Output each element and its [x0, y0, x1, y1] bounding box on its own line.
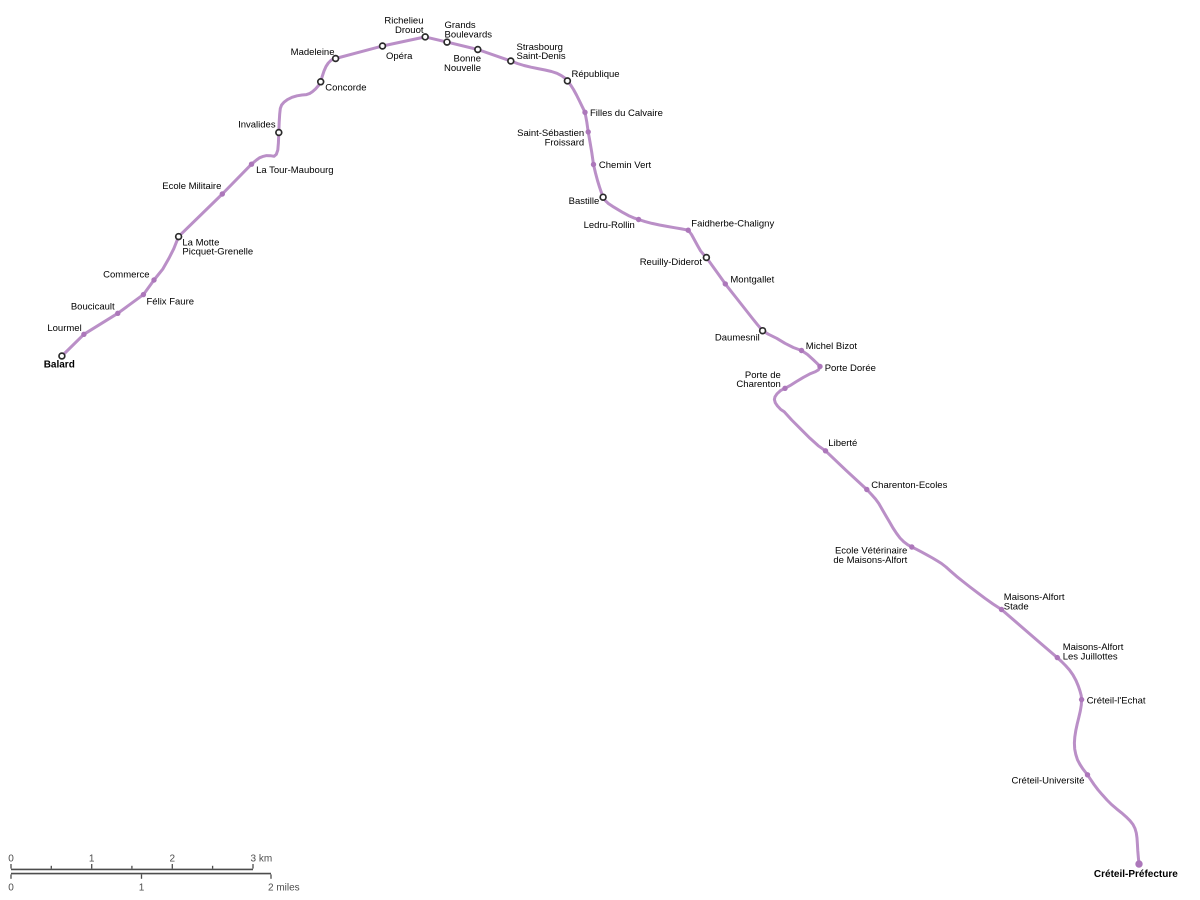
station-marker-creteil-prefecture — [1135, 860, 1143, 868]
station-label-grands-boulevards: Grands Boulevards — [445, 20, 493, 40]
station-marker-grands-boulevards — [443, 38, 451, 46]
station-marker-creteil-universite — [1084, 772, 1091, 778]
station-marker-strasbourg-saint-denis — [507, 57, 515, 65]
station-marker-chemin-vert — [590, 161, 597, 168]
scalebar-layer: 0 1 2 3 km 0 1 2 miles — [8, 854, 299, 894]
station-label-richelieu-drouot: Richelieu Drouot — [384, 16, 423, 36]
scalebar-miles-label: 2 miles — [268, 883, 300, 894]
station-marker-filles-du-calvaire — [582, 109, 588, 116]
station-label-liberte: Liberté — [828, 438, 857, 449]
station-label-creteil-prefecture: Créteil-Préfecture — [1094, 869, 1178, 880]
station-marker-maisons-alfort-stade — [998, 606, 1005, 613]
station-marker-faidherbe-chaligny — [685, 227, 691, 233]
station-marker-saint-sebastien-froissard — [585, 129, 591, 135]
station-label-porte-de-charenton: Porte de Charenton — [736, 370, 780, 390]
station-label-concorde: Concorde — [325, 82, 366, 93]
station-label-boucicault: Boucicault — [71, 302, 115, 313]
station-label-saint-sebastien-froissard: Saint-Sébastien Froissard — [517, 128, 584, 148]
station-label-bastille: Bastille — [569, 196, 600, 207]
station-label-bonne-nouvelle: Bonne Nouvelle — [444, 54, 481, 74]
station-label-maisons-alfort-stade: Maisons-Alfort Stade — [1004, 592, 1065, 612]
station-marker-bastille — [599, 193, 607, 201]
station-label-strasbourg-saint-denis: Strasbourg Saint-Denis — [517, 42, 566, 62]
station-label-chemin-vert: Chemin Vert — [599, 160, 652, 171]
scalebar-km-label: 0 — [8, 854, 14, 865]
station-marker-porte-doree — [817, 363, 823, 370]
station-marker-felix-faure — [140, 291, 147, 298]
station-label-ecole-veterinaire-de-maisons-alfort: Ecole Vétérinaire de Maisons-Alfort — [833, 546, 907, 566]
station-marker-la-tour-maubourg — [248, 161, 255, 167]
station-label-faidherbe-chaligny: Faidherbe-Chaligny — [691, 218, 774, 229]
station-marker-ecole-militaire — [219, 191, 225, 197]
station-label-republique: République — [572, 69, 620, 80]
station-marker-richelieu-drouot — [421, 33, 429, 41]
scalebar-km-label: 3 km — [251, 854, 273, 865]
station-label-michel-bizot: Michel Bizot — [806, 341, 858, 352]
station-label-creteil-universite: Créteil-Université — [1012, 775, 1085, 786]
scalebar-miles-label: 0 — [8, 883, 14, 894]
station-marker-concorde — [316, 78, 325, 86]
scalebar-km-label: 1 — [89, 854, 95, 865]
station-label-felix-faure: Félix Faure — [147, 296, 195, 307]
station-label-montgallet: Montgallet — [730, 274, 774, 285]
scalebar-miles-label: 1 — [139, 883, 145, 894]
station-marker-michel-bizot — [798, 347, 805, 354]
station-marker-liberte — [822, 448, 829, 454]
station-label-balard: Balard — [44, 360, 75, 371]
station-label-reuilly-diderot: Reuilly-Diderot — [640, 257, 703, 268]
station-marker-bonne-nouvelle — [474, 45, 482, 54]
station-label-filles-du-calvaire: Filles du Calvaire — [590, 108, 663, 119]
station-label-ecole-militaire: Ecole Militaire — [162, 181, 221, 192]
station-label-charenton-ecoles: Charenton-Ecoles — [871, 480, 947, 491]
station-marker-charenton-ecoles — [864, 486, 870, 493]
station-marker-reuilly-diderot — [702, 253, 711, 262]
station-label-ledru-rollin: Ledru-Rollin — [584, 220, 635, 231]
station-label-maisons-alfort-les-juillottes: Maisons-Alfort Les Juillottes — [1063, 642, 1124, 662]
station-marker-invalides — [275, 128, 283, 137]
station-markers-layer — [58, 33, 1143, 868]
station-marker-daumesnil — [758, 326, 767, 335]
station-marker-creteil-l-echat — [1078, 696, 1085, 703]
station-marker-ecole-veterinaire-de-maisons-alfort — [909, 544, 915, 550]
station-marker-republique — [563, 77, 572, 85]
station-marker-porte-de-charenton — [782, 385, 788, 391]
station-label-opera: Opéra — [386, 51, 413, 62]
station-label-la-motte-picquet-grenelle: La Motte Picquet-Grenelle — [182, 237, 253, 257]
station-marker-montgallet — [722, 281, 728, 287]
station-label-lourmel: Lourmel — [47, 323, 81, 334]
station-label-madeleine: Madeleine — [291, 47, 335, 58]
station-label-creteil-l-echat: Créteil-l'Echat — [1087, 695, 1146, 706]
station-label-daumesnil: Daumesnil — [715, 333, 760, 344]
station-marker-balard — [58, 352, 66, 360]
station-label-invalides: Invalides — [238, 120, 276, 131]
station-marker-maisons-alfort-les-juillottes — [1054, 654, 1061, 661]
station-marker-la-motte-picquet-grenelle — [174, 232, 183, 241]
station-label-la-tour-maubourg: La Tour-Maubourg — [256, 165, 333, 176]
scalebar-km-label: 2 — [170, 854, 176, 865]
station-marker-commerce — [151, 277, 157, 283]
station-label-porte-doree: Porte Dorée — [825, 363, 876, 374]
station-marker-lourmel — [81, 331, 87, 337]
station-marker-ledru-rollin — [635, 216, 642, 223]
station-marker-madeleine — [331, 54, 340, 63]
station-label-commerce: Commerce — [103, 270, 149, 281]
station-marker-opera — [378, 42, 387, 50]
station-marker-boucicault — [115, 310, 121, 316]
station-labels-layer: Balard Lourmel Boucicault Félix Faure Commer… — [44, 16, 1179, 881]
